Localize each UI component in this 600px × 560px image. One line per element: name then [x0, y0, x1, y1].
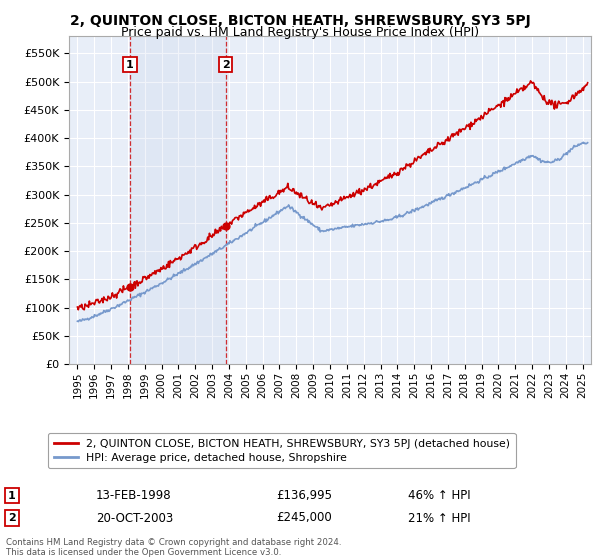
Text: Price paid vs. HM Land Registry's House Price Index (HPI): Price paid vs. HM Land Registry's House … — [121, 26, 479, 39]
Text: £136,995: £136,995 — [276, 489, 332, 502]
Text: 1: 1 — [8, 491, 16, 501]
Text: 2: 2 — [8, 513, 16, 523]
Text: £245,000: £245,000 — [276, 511, 332, 525]
Legend: 2, QUINTON CLOSE, BICTON HEATH, SHREWSBURY, SY3 5PJ (detached house), HPI: Avera: 2, QUINTON CLOSE, BICTON HEATH, SHREWSBU… — [49, 433, 515, 469]
Text: 21% ↑ HPI: 21% ↑ HPI — [408, 511, 470, 525]
Text: 2, QUINTON CLOSE, BICTON HEATH, SHREWSBURY, SY3 5PJ: 2, QUINTON CLOSE, BICTON HEATH, SHREWSBU… — [70, 14, 530, 28]
Text: 1: 1 — [126, 60, 134, 69]
Text: 2: 2 — [222, 60, 229, 69]
Bar — [130, 36, 226, 364]
Text: 20-OCT-2003: 20-OCT-2003 — [96, 511, 173, 525]
Text: Contains HM Land Registry data © Crown copyright and database right 2024.
This d: Contains HM Land Registry data © Crown c… — [6, 538, 341, 557]
Text: 13-FEB-1998: 13-FEB-1998 — [96, 489, 172, 502]
Text: 46% ↑ HPI: 46% ↑ HPI — [408, 489, 470, 502]
